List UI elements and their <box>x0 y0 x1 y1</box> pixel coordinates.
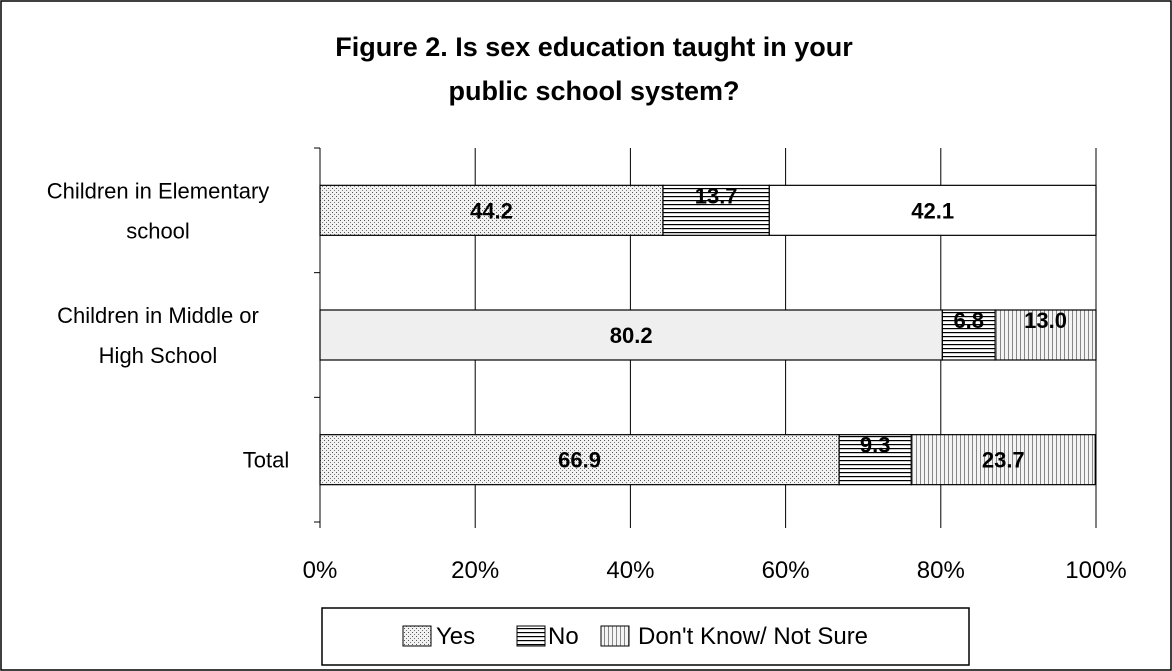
category-label: High School <box>99 343 218 368</box>
bar-yes-0 <box>319 184 664 236</box>
bar-don-t-know-not-sure-0 <box>768 184 1097 236</box>
x-tick-label: 100% <box>1065 557 1126 584</box>
x-tick-label: 80% <box>917 557 965 584</box>
category-label: Children in Middle or <box>57 303 259 328</box>
bar-yes-2 <box>319 434 840 486</box>
legend-swatch-yes <box>402 625 432 647</box>
category-labels: Children in Elementary school Children in … <box>47 178 290 472</box>
x-tick-label: 0% <box>303 557 338 584</box>
x-tick-label: 40% <box>606 557 654 584</box>
data-labels: 44.2 13.7 42.1 80.2 6.8 13.0 66.9 9.3 23.7 <box>470 183 1067 472</box>
chart-title-line-1: Figure 2. Is sex education taught in you… <box>335 32 853 62</box>
x-tick-label: 60% <box>762 557 810 584</box>
bar-no-0 <box>662 184 770 236</box>
legend-label-dont-know: Don't Know/ Not Sure <box>638 623 868 650</box>
bars <box>319 184 1097 486</box>
legend: Yes No Don't Know/ Not Sure <box>321 607 970 666</box>
category-label: school <box>126 218 190 243</box>
legend-label-yes: Yes <box>436 623 475 650</box>
bar-don-t-know-not-sure-1 <box>994 309 1097 361</box>
legend-swatch-dont-know <box>600 625 630 647</box>
bar-yes-1 <box>319 309 943 361</box>
x-tick-labels: 0% 20% 40% 60% 80% 100% <box>303 557 1127 584</box>
bar-no-2 <box>838 434 912 486</box>
data-label: 80.2 <box>610 323 653 348</box>
category-label: Total <box>243 448 289 473</box>
data-label: 9.3 <box>860 433 891 458</box>
data-label: 44.2 <box>470 198 513 223</box>
category-label: Children in Elementary <box>47 178 270 203</box>
bar-no-1 <box>941 309 996 361</box>
data-label: 13.7 <box>695 183 738 208</box>
data-label: 42.1 <box>911 198 954 223</box>
data-label: 66.9 <box>558 448 601 473</box>
chart-title-line-2: public school system? <box>448 76 739 106</box>
x-tick-label: 20% <box>451 557 499 584</box>
data-label: 6.8 <box>953 308 984 333</box>
legend-swatch-no <box>516 625 546 647</box>
bar-don-t-know-not-sure-2 <box>910 434 1096 486</box>
data-label: 13.0 <box>1024 308 1067 333</box>
data-label: 23.7 <box>982 448 1025 473</box>
legend-label-no: No <box>548 623 579 650</box>
